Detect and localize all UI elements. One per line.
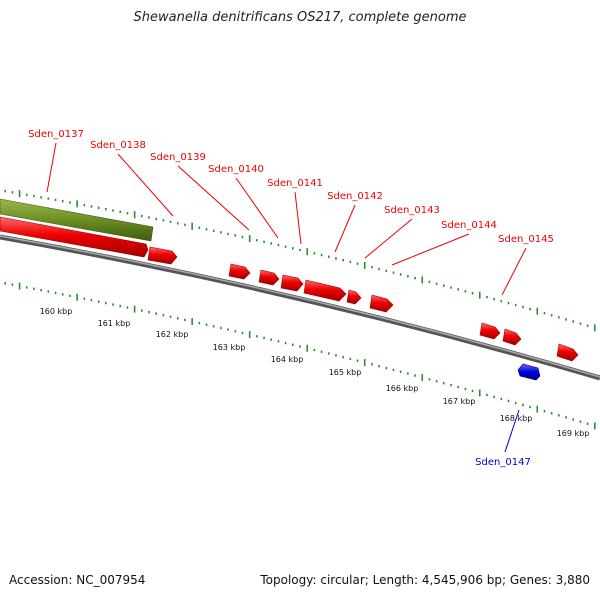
gene-arrow[interactable]: [479, 322, 501, 340]
gene-arrow[interactable]: [228, 263, 251, 280]
genome-backbone: [0, 234, 600, 381]
gene-arrow[interactable]: [0, 216, 149, 258]
gene-arrow[interactable]: [280, 274, 304, 292]
genome-backbone-highlight: [0, 235, 600, 378]
gene-label[interactable]: Sden_0142: [327, 191, 383, 202]
page-title: Shewanella denitrificans OS217, complete…: [133, 10, 467, 25]
kbp-label: 166 kbp: [386, 384, 419, 393]
accession-text: Accession: NC_007954: [9, 573, 146, 587]
gene-leader-line: [294, 191, 302, 245]
kbp-label: 169 kbp: [557, 429, 590, 438]
gene-leader-line: [235, 177, 279, 239]
kbp-label: 162 kbp: [156, 330, 189, 339]
gene-arrow[interactable]: [258, 269, 280, 286]
upper-tick-ruler: [4, 189, 596, 332]
kbp-label: 163 kbp: [213, 343, 246, 352]
gene-label[interactable]: Sden_0137: [28, 129, 84, 140]
gene-arrow[interactable]: [346, 289, 362, 305]
gene-leader-line: [117, 153, 174, 217]
gene-label[interactable]: Sden_0140: [208, 164, 264, 175]
gene-label[interactable]: Sden_0139: [150, 152, 206, 163]
reverse-gene-arrow[interactable]: [517, 363, 541, 381]
gene-arrow[interactable]: [303, 279, 347, 302]
gene-leader-line: [364, 218, 413, 259]
gene-leader-line: [504, 409, 520, 453]
gene-label[interactable]: Sden_0144: [441, 220, 497, 231]
kbp-label: 165 kbp: [329, 368, 362, 377]
gene-label[interactable]: Sden_0138: [90, 140, 146, 151]
gene-leader-line: [46, 142, 57, 193]
gene-arrow[interactable]: [502, 328, 522, 346]
gene-arrow[interactable]: [556, 343, 579, 362]
gene-label[interactable]: Sden_0145: [498, 234, 554, 245]
gene-leader-line: [177, 165, 250, 231]
gene-label[interactable]: Sden_0147: [475, 457, 531, 468]
kbp-label: 168 kbp: [500, 414, 533, 423]
gene-leader-line: [501, 247, 527, 296]
gene-arrow[interactable]: [147, 246, 178, 265]
gene-leader-line: [391, 233, 470, 266]
genome-summary-text: Topology: circular; Length: 4,545,906 bp…: [260, 573, 590, 587]
kbp-label: 161 kbp: [98, 319, 131, 328]
rna-feature[interactable]: [0, 198, 154, 242]
lower-tick-ruler: [4, 282, 596, 430]
kbp-label: 164 kbp: [271, 355, 304, 364]
kbp-label: 167 kbp: [443, 397, 476, 406]
gene-leader-line: [334, 204, 356, 253]
gene-label[interactable]: Sden_0141: [267, 178, 323, 189]
kbp-label: 160 kbp: [40, 307, 73, 316]
gene-label[interactable]: Sden_0143: [384, 205, 440, 216]
gene-arrow[interactable]: [369, 294, 394, 313]
